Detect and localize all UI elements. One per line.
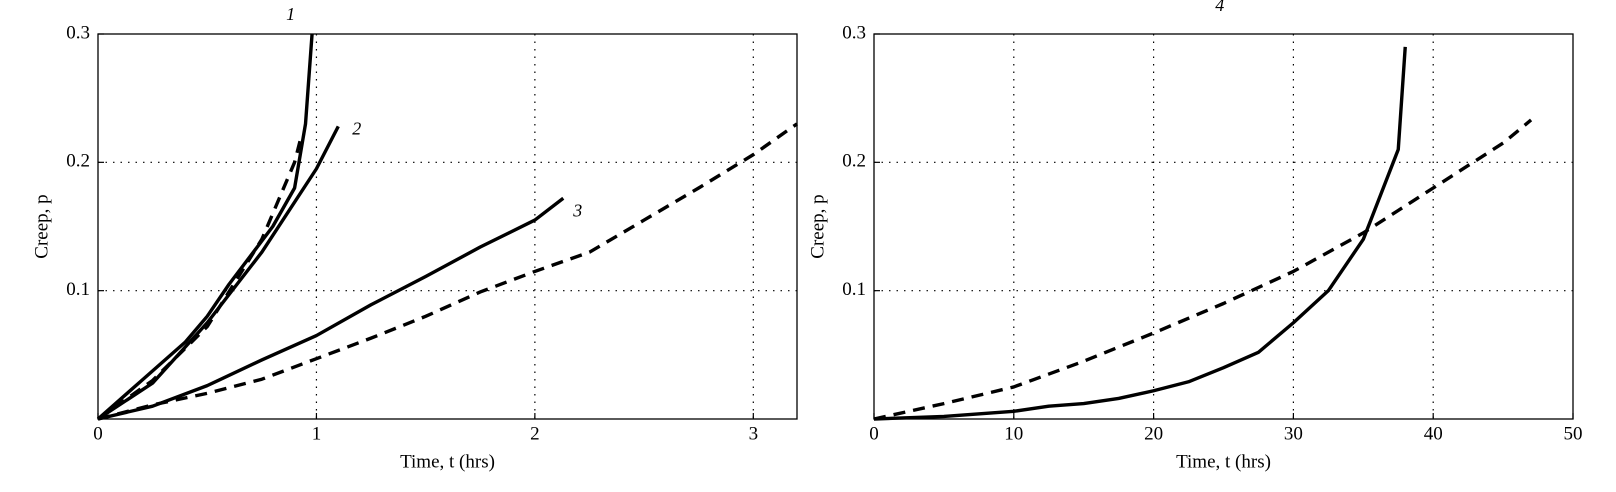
y-tick-label: 0.1 [66, 279, 90, 300]
curve-label: 3 [572, 200, 582, 220]
series-line [96, 33, 314, 421]
y-tick-label: 0.3 [842, 22, 866, 43]
x-tick-label: 0 [93, 423, 103, 444]
curve-label: 4 [1215, 0, 1224, 15]
y-tick-label: 0.2 [842, 151, 866, 172]
series-line [873, 118, 1533, 421]
series-line [97, 196, 565, 421]
curve-label: 2 [352, 119, 361, 139]
x-tick-label: 1 [312, 423, 322, 444]
x-tick-label: 0 [869, 423, 879, 444]
plot-frame [97, 33, 798, 420]
x-tick-label: 40 [1424, 423, 1443, 444]
y-tick-label: 0.1 [842, 279, 866, 300]
x-axis-label: Time, t (hrs) [400, 451, 495, 472]
y-tick-label: 0.3 [66, 22, 90, 43]
x-tick-label: 10 [1004, 423, 1023, 444]
y-axis-label: Creep, p [31, 194, 52, 258]
x-tick-label: 3 [749, 423, 759, 444]
x-tick-label: 50 [1564, 423, 1583, 444]
series-line [97, 136, 303, 421]
plot-frame [873, 33, 1574, 420]
series-line [97, 125, 340, 421]
x-tick-label: 20 [1144, 423, 1163, 444]
curve-label: 1 [286, 4, 295, 24]
series-line [97, 122, 798, 421]
series-line [873, 46, 1407, 421]
y-tick-label: 0.2 [66, 151, 90, 172]
x-axis-label: Time, t (hrs) [1176, 451, 1271, 472]
x-tick-label: 2 [530, 423, 540, 444]
y-axis-label: Creep, p [807, 194, 828, 258]
x-tick-label: 30 [1284, 423, 1303, 444]
